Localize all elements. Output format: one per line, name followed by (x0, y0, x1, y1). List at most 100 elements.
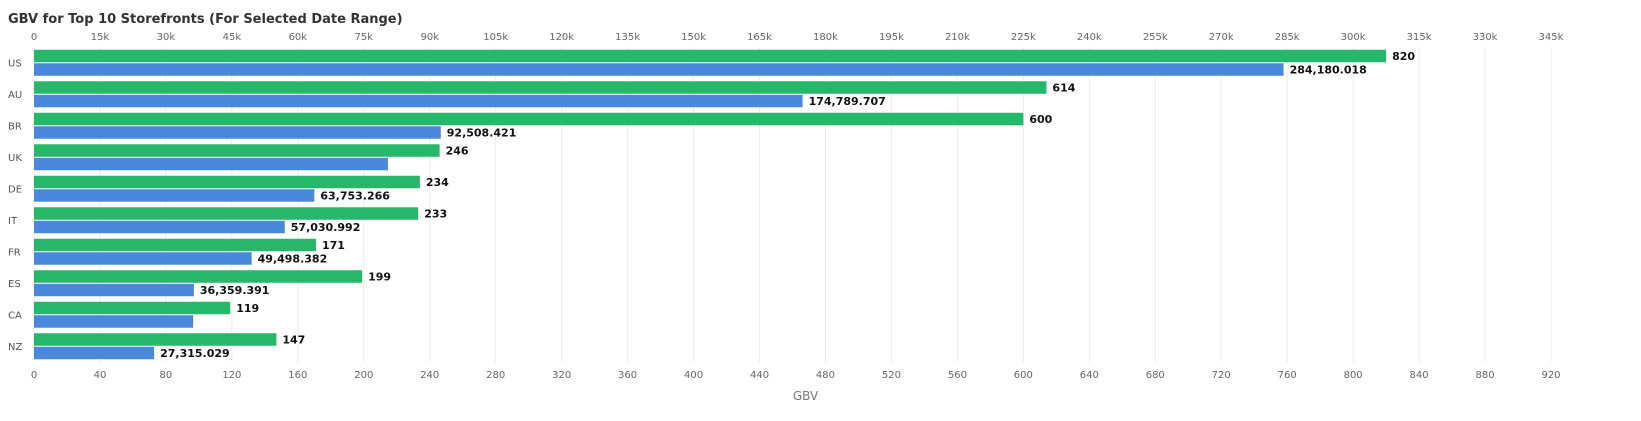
bar (34, 144, 440, 157)
x-axis-tick-label: 880 (1475, 370, 1494, 381)
bar (34, 175, 420, 189)
x-axis-tick-label: 40 (94, 370, 107, 381)
x-axis-tick-label: 360 (618, 370, 637, 381)
data-label: 284,180.018 (1290, 63, 1367, 76)
top-axis-tick-label: 30k (157, 32, 176, 43)
top-axis-tick-label: 315k (1407, 32, 1432, 43)
x-axis-tick-label: 720 (1212, 370, 1231, 381)
x-axis-tick-label: 760 (1278, 370, 1297, 381)
x-axis-tick-label: 200 (354, 370, 373, 381)
top-axis-tick-label: 195k (879, 32, 904, 43)
data-label: 171 (322, 239, 345, 252)
x-axis-label: GBV (793, 389, 819, 403)
x-axis-tick-label: 320 (552, 370, 571, 381)
category-label: BR (8, 121, 22, 132)
top-axis-tick-label: 75k (355, 32, 374, 43)
x-axis-tick-label: 280 (486, 370, 505, 381)
data-label: 233 (424, 207, 447, 220)
data-label: 234 (426, 176, 449, 189)
category-label: NZ (8, 342, 22, 353)
top-axis-tick-label: 60k (289, 32, 308, 43)
data-label: 614 (1052, 81, 1075, 94)
category-label: US (8, 58, 22, 69)
data-label: 49,498.382 (258, 252, 328, 265)
x-axis-tick-label: 800 (1344, 370, 1363, 381)
bar (34, 220, 285, 234)
chart-title: GBV for Top 10 Storefronts (For Selected… (8, 12, 403, 27)
top-axis-tick-label: 135k (615, 32, 640, 43)
x-axis-tick-label: 920 (1541, 370, 1560, 381)
bar (34, 252, 252, 265)
data-label: 119 (236, 302, 259, 315)
x-axis-tick-label: 120 (222, 370, 241, 381)
category-label: AU (8, 90, 22, 101)
top-axis-tick-label: 90k (420, 32, 439, 43)
bar (34, 346, 155, 360)
bar (34, 81, 1047, 94)
category-label: CA (8, 310, 22, 321)
bar (34, 207, 419, 220)
bar (34, 333, 277, 346)
data-label: 199 (368, 270, 391, 283)
data-label: 600 (1029, 113, 1052, 126)
data-label: 246 (446, 144, 469, 157)
top-axis-tick-label: 165k (747, 32, 772, 43)
bar (34, 301, 231, 315)
x-axis-tick-label: 440 (750, 370, 769, 381)
x-axis-tick-label: 480 (816, 370, 835, 381)
top-axis-tick-label: 240k (1077, 32, 1102, 43)
bar (34, 126, 441, 139)
data-label: 820 (1392, 50, 1415, 63)
top-axis-tick-label: 285k (1275, 32, 1300, 43)
top-axis-tick-label: 255k (1143, 32, 1168, 43)
data-label: 63,753.266 (320, 189, 390, 202)
top-axis-tick-label: 225k (1011, 32, 1036, 43)
top-axis-tick-label: 300k (1341, 32, 1366, 43)
bar (34, 283, 194, 297)
category-label: UK (8, 153, 22, 164)
x-axis-tick-label: 680 (1146, 370, 1165, 381)
x-axis-tick-label: 160 (288, 370, 307, 381)
data-label: 147 (282, 333, 305, 346)
top-axis-tick-label: 330k (1473, 32, 1498, 43)
x-axis-tick-label: 560 (948, 370, 967, 381)
top-axis-tick-label: 210k (945, 32, 970, 43)
bar (34, 112, 1024, 126)
x-axis-tick-label: 520 (882, 370, 901, 381)
category-label: FR (8, 247, 21, 258)
top-axis-tick-label: 105k (483, 32, 508, 43)
bar (34, 238, 316, 252)
bar (34, 270, 363, 283)
category-label: ES (8, 279, 21, 290)
top-axis-tick-label: 270k (1209, 32, 1234, 43)
x-axis-tick-label: 80 (160, 370, 173, 381)
data-label: 36,359.391 (200, 284, 270, 297)
x-axis-tick-label: 400 (684, 370, 703, 381)
data-label: 57,030.992 (291, 221, 361, 234)
top-axis-tick-label: 345k (1539, 32, 1564, 43)
bar (34, 94, 803, 108)
top-axis-tick-label: 150k (681, 32, 706, 43)
x-axis-tick-label: 840 (1410, 370, 1429, 381)
data-label: 92,508.421 (447, 126, 517, 139)
top-axis-tick-label: 120k (549, 32, 574, 43)
bar (34, 49, 1387, 63)
bar (34, 189, 315, 202)
top-axis-tick-label: 180k (813, 32, 838, 43)
x-axis-tick-label: 640 (1080, 370, 1099, 381)
bar (34, 157, 388, 171)
bar (34, 315, 194, 328)
x-axis-tick-label: 0 (31, 370, 37, 381)
x-axis-tick-label: 600 (1014, 370, 1033, 381)
bar (34, 63, 1284, 76)
top-axis-tick-label: 45k (223, 32, 242, 43)
x-axis-tick-label: 240 (420, 370, 439, 381)
data-label: 174,789.707 (809, 95, 886, 108)
data-label: 27,315.029 (160, 347, 230, 360)
top-axis-tick-label: 15k (91, 32, 110, 43)
category-label: DE (8, 184, 22, 195)
top-axis-tick-label: 0 (31, 32, 37, 43)
category-label: IT (8, 216, 18, 227)
